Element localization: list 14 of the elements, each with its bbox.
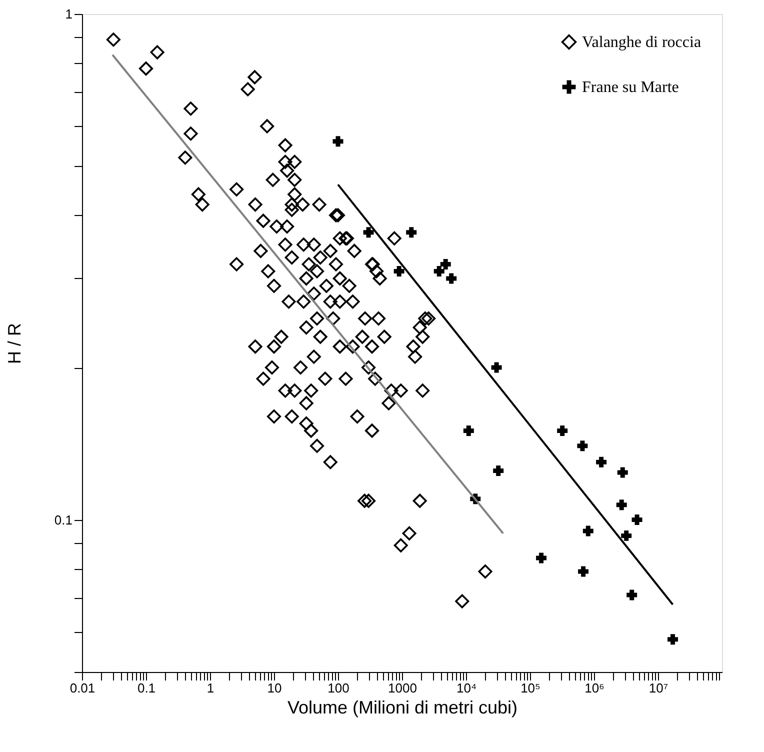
x-tick-label: 100: [328, 680, 350, 696]
x-tick-label: 1000: [388, 680, 417, 696]
x-tick-label: 0.01: [70, 680, 96, 696]
y-axis-title: H / R: [4, 322, 24, 364]
x-tick-label: 10⁴: [456, 680, 477, 696]
x-tick-label: 10⁶: [584, 680, 604, 696]
x-tick-label: 10: [267, 680, 282, 696]
x-tick-label: 10⁷: [648, 680, 668, 696]
x-axis-title: Volume (Milioni di metri cubi): [287, 698, 518, 718]
legend-label: Valanghe di roccia: [582, 34, 702, 51]
x-tick-label: 0.1: [137, 680, 156, 696]
x-tick-label: 10⁵: [520, 680, 540, 696]
x-tick-label: 1: [206, 680, 214, 696]
legend-label: Frane su Marte: [582, 79, 679, 96]
